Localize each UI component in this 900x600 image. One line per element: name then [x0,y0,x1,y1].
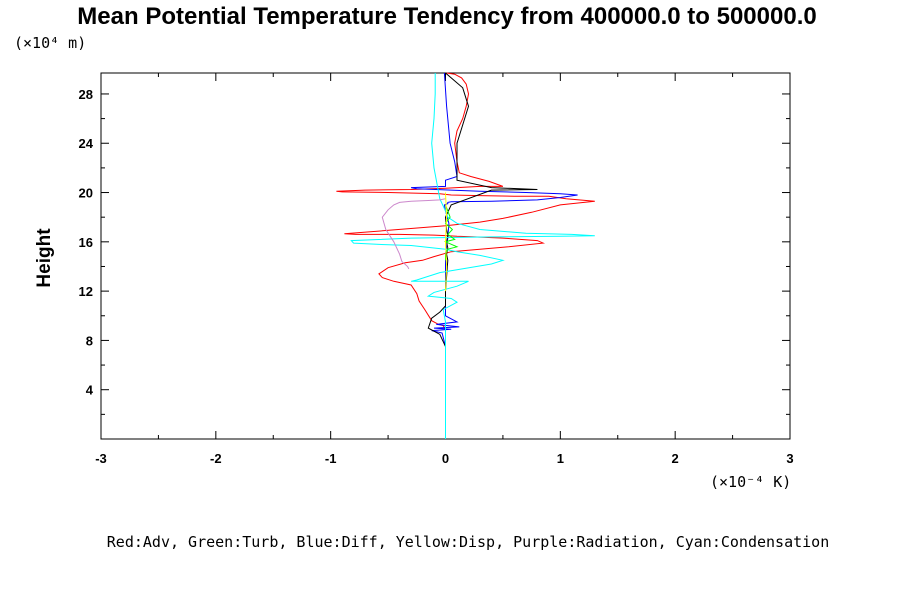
x-tick-label: -2 [210,451,222,466]
y-unit-label: (×10⁴ m) [14,34,86,52]
y-tick-label: 8 [86,333,93,348]
series-group [336,72,595,439]
series-line-2 [427,72,538,439]
y-tick-label: 20 [79,186,93,201]
chart-title: Mean Potential Temperature Tendency from… [77,3,816,30]
x-tick-label: 2 [672,451,679,466]
y-tick-label: 28 [79,87,93,102]
x-tick-label: -1 [325,451,337,466]
x-tick-label: 3 [786,451,793,466]
series-line-5 [443,204,459,261]
x-tick-label: 1 [557,451,564,466]
series-line-0 [336,72,595,439]
series-line-3 [350,73,595,439]
y-tick-label: 12 [79,284,93,299]
y-tick-label: 4 [86,383,94,398]
series-line-1 [410,72,578,439]
y-tick-label: 16 [79,235,93,250]
legend-text: Red:Adv, Green:Turb, Blue:Diff, Yellow:D… [107,533,829,551]
y-tick-label: 24 [79,136,94,151]
x-tick-label: -3 [95,451,107,466]
series-line-6 [444,192,448,292]
x-tick-label: 0 [442,451,449,466]
x-unit-label: (×10⁻⁴ K) [710,473,791,491]
y-axis-label: Height [34,228,55,288]
series-line-4 [381,198,446,270]
